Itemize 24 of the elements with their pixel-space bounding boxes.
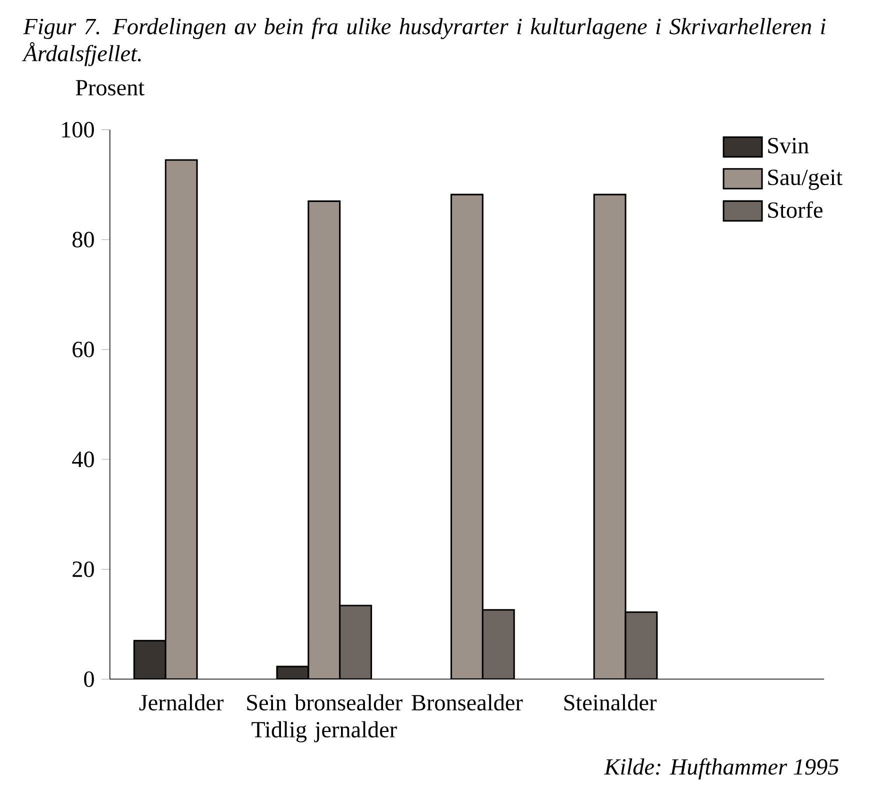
legend-label: Sau/geit <box>768 170 842 190</box>
bar <box>308 200 341 680</box>
bar <box>133 640 166 680</box>
bar <box>482 609 515 680</box>
text: Kilde: Hufthammer 1995 <box>604 758 839 780</box>
legend-label: Svin <box>768 138 809 154</box>
y-tick-label: 80 <box>72 232 94 248</box>
bar <box>593 194 626 680</box>
y-tick-label: 20 <box>72 561 94 578</box>
x-tick-label: Steinalder <box>564 694 657 710</box>
bar <box>164 159 198 680</box>
legend-label: Storfe <box>768 201 822 218</box>
y-tick-label: 0 <box>84 671 94 687</box>
x-tick-label: Sein bronsealder Tidlig jernalder <box>247 694 402 742</box>
bar <box>624 611 658 680</box>
y-axis-title: Prosent <box>76 80 144 96</box>
y-tick-label: 60 <box>72 342 94 358</box>
x-tick-label: Bronsealder <box>412 694 523 710</box>
x-tick-label: Jernalder <box>139 694 224 710</box>
y-tick-label: 40 <box>72 452 94 468</box>
bar <box>450 194 484 680</box>
y-tick-label: 100 <box>62 122 94 138</box>
bar <box>339 604 372 680</box>
chart-title: Figur 7. Fordelingen av bein fra ulike husdyrarter i kulturlagene i Skrivarhelleren i Årdalsfjellet. <box>22 18 826 66</box>
